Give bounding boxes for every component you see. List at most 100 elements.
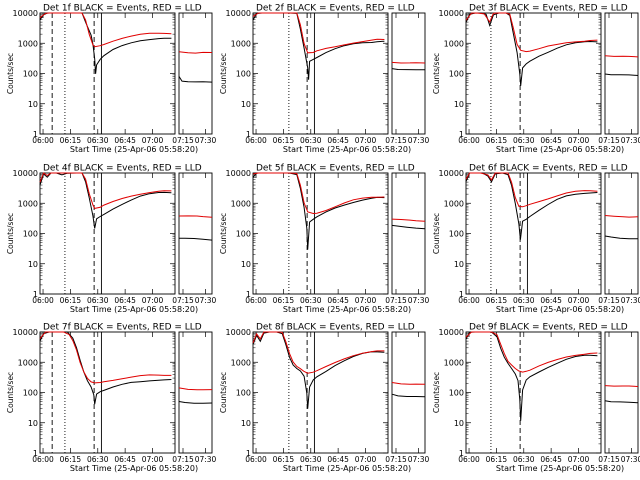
x-tick-label: 06:15	[273, 136, 295, 145]
y-axis-label: Counts/sec	[219, 213, 228, 254]
x-tick-label: 07:00	[568, 136, 590, 145]
lld-series-line	[604, 55, 639, 58]
y-tick-label: 10000	[13, 169, 38, 178]
x-tick-label: 07:30	[621, 136, 640, 145]
x-tick-label: 06:15	[486, 296, 508, 305]
x-tick-label: 06:45	[114, 296, 136, 305]
x-tick-label: 06:15	[60, 455, 82, 464]
x-tick-label: 07:15	[598, 136, 620, 145]
events-series-line	[604, 400, 639, 404]
x-axis-label: Start Time (25-Apr-06 05:58:20)	[283, 145, 411, 154]
x-axis-label: Start Time (25-Apr-06 05:58:20)	[496, 464, 624, 473]
x-tick-label: 07:00	[568, 455, 590, 464]
lld-series-line	[178, 51, 213, 54]
x-tick-label: 06:00	[458, 136, 480, 145]
y-tick-label: 10	[241, 419, 251, 428]
y-tick-label: 10	[28, 260, 38, 269]
x-axis-label: Start Time (25-Apr-06 05:58:20)	[70, 305, 198, 314]
panel-title: Det 1f BLACK = Events, RED = LLD	[43, 4, 202, 14]
events-series-line	[604, 73, 639, 76]
x-tick-label: 07:00	[142, 136, 164, 145]
x-axis-label: Start Time (25-Apr-06 05:58:20)	[283, 464, 411, 473]
inset-frame	[391, 172, 426, 295]
y-tick-label: 10	[454, 260, 464, 269]
x-tick-label: 06:15	[60, 136, 82, 145]
x-tick-label: 07:00	[355, 136, 377, 145]
y-tick-label: 1000	[231, 199, 251, 208]
x-tick-label: 06:15	[60, 296, 82, 305]
x-tick-label: 06:30	[87, 136, 109, 145]
x-tick-label: 06:30	[513, 455, 535, 464]
lld-series-line	[465, 12, 598, 53]
lld-series-line	[39, 172, 172, 209]
y-tick-label: 100	[449, 389, 464, 398]
x-tick-label: 07:30	[408, 136, 430, 145]
x-tick-label: 07:15	[385, 136, 407, 145]
x-tick-label: 07:15	[385, 455, 407, 464]
x-tick-label: 07:15	[598, 296, 620, 305]
lld-series-line	[391, 61, 426, 64]
x-tick-label: 07:00	[568, 296, 590, 305]
events-series-line	[604, 235, 638, 240]
y-tick-label: 10	[241, 100, 251, 109]
inset-frame	[604, 12, 639, 135]
y-tick-label: 1000	[444, 39, 464, 48]
x-tick-label: 07:15	[385, 296, 407, 305]
x-tick-label: 06:45	[327, 296, 349, 305]
detector-panel: Det 9f BLACK = Events, RED = LLD 1 10 100 10…	[432, 323, 640, 474]
inset-frame	[178, 172, 213, 295]
inset-frame	[604, 172, 639, 295]
y-tick-label: 1	[33, 290, 38, 299]
y-tick-label: 100	[449, 230, 464, 239]
x-tick-label: 07:30	[408, 455, 430, 464]
detector-panel: Det 1f BLACK = Events, RED = LLD 1 10 100 10…	[6, 4, 217, 155]
x-tick-label: 06:30	[300, 296, 322, 305]
panel-title: Det 5f BLACK = Events, RED = LLD	[256, 164, 415, 174]
detector-panel: Det 3f BLACK = Events, RED = LLD 1 10 100 10…	[432, 4, 640, 155]
x-tick-label: 07:30	[195, 455, 217, 464]
x-tick-label: 07:15	[172, 455, 194, 464]
panel-title: Det 8f BLACK = Events, RED = LLD	[256, 323, 415, 333]
y-tick-label: 10	[454, 419, 464, 428]
y-tick-label: 1	[33, 130, 38, 139]
detector-panel: Det 5f BLACK = Events, RED = LLD 1 10 100 10…	[219, 164, 430, 315]
y-tick-label: 1000	[18, 199, 38, 208]
x-tick-label: 06:00	[458, 296, 480, 305]
events-series-line	[391, 68, 426, 71]
panel-title: Det 6f BLACK = Events, RED = LLD	[469, 164, 628, 174]
y-tick-label: 10	[454, 100, 464, 109]
x-tick-label: 07:00	[142, 455, 164, 464]
panel-title: Det 3f BLACK = Events, RED = LLD	[469, 4, 628, 14]
y-tick-label: 1000	[444, 199, 464, 208]
x-tick-label: 06:45	[540, 455, 562, 464]
events-series-line	[465, 172, 598, 240]
y-axis-label: Counts/sec	[6, 372, 15, 413]
panel-title: Det 4f BLACK = Events, RED = LLD	[43, 164, 202, 174]
x-tick-label: 06:00	[245, 296, 267, 305]
lld-series-line	[391, 218, 426, 222]
y-tick-label: 1	[246, 130, 251, 139]
y-tick-label: 1000	[444, 358, 464, 367]
events-series-line	[391, 393, 426, 398]
x-tick-label: 06:15	[486, 455, 508, 464]
x-tick-label: 06:00	[32, 296, 54, 305]
inset-frame	[178, 331, 213, 454]
y-tick-label: 100	[449, 70, 464, 79]
x-tick-label: 07:00	[355, 455, 377, 464]
lld-series-line	[178, 215, 213, 218]
lld-series-line	[178, 387, 213, 391]
y-tick-label: 10	[241, 260, 251, 269]
y-tick-label: 1	[459, 449, 464, 458]
events-series-line	[391, 224, 426, 230]
x-tick-label: 06:30	[87, 455, 109, 464]
x-tick-label: 06:30	[513, 136, 535, 145]
y-tick-label: 10000	[226, 169, 251, 178]
lld-series-line	[252, 12, 385, 54]
x-tick-label: 06:45	[114, 136, 136, 145]
y-tick-label: 10000	[13, 9, 38, 18]
y-axis-label: Counts/sec	[432, 53, 441, 94]
x-tick-label: 07:00	[355, 296, 377, 305]
y-tick-label: 10000	[226, 328, 251, 337]
